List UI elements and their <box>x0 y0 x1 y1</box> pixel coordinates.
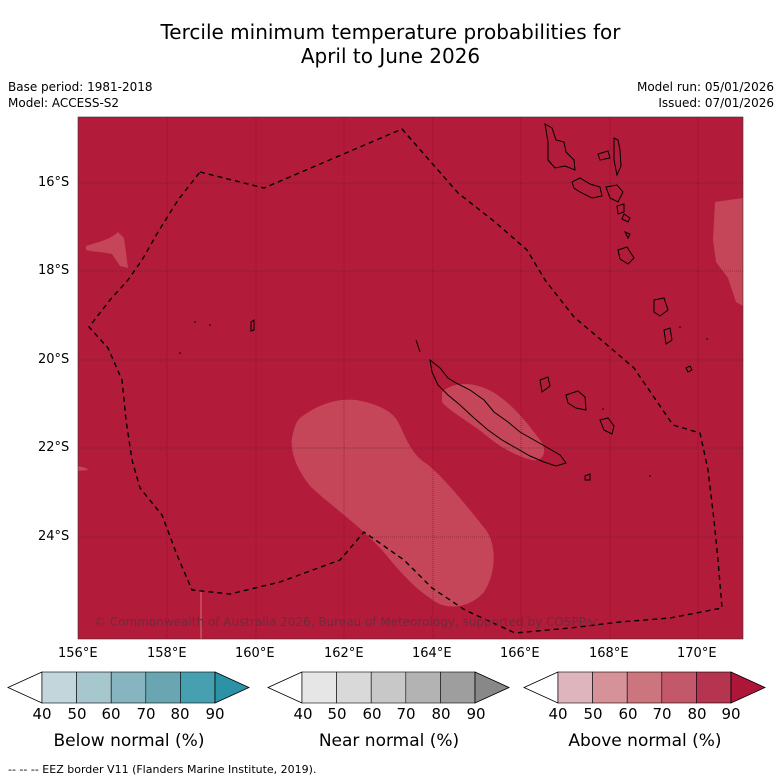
near-normal-label: Near normal (%) <box>318 731 460 751</box>
below-tick-80: 80 <box>170 705 190 723</box>
issued-date: Issued: 07/01/2026 <box>658 96 774 110</box>
near-tick-90: 90 <box>466 705 486 723</box>
probability-patch-west <box>86 232 128 268</box>
below-tick-70: 70 <box>136 705 156 723</box>
new-caledonia-coast <box>429 358 567 467</box>
below-colorbar-cell-60 <box>110 671 147 704</box>
lat-tick-16s: 16°S <box>38 175 70 190</box>
map-panel: © Commonwealth of Australia 2026, Bureau… <box>78 117 743 639</box>
below-colorbar-under <box>7 671 43 704</box>
above-tick-40: 40 <box>548 705 568 723</box>
below-tick-60: 60 <box>101 705 121 723</box>
lat-tick-22s: 22°S <box>38 440 70 455</box>
lat-tick-18s: 18°S <box>38 263 70 278</box>
lon-tick-166e: 166°E <box>500 646 540 661</box>
below-tick-90: 90 <box>205 705 225 723</box>
lon-tick-164e: 164°E <box>412 646 452 661</box>
near-colorbar-cell-50 <box>336 671 372 704</box>
above-colorbar-cell-70 <box>661 671 697 704</box>
near-tick-60: 60 <box>362 705 382 723</box>
lat-tick-24s: 24°S <box>38 529 70 544</box>
lon-tick-158e: 158°E <box>147 646 187 661</box>
above-colorbar-under <box>523 671 559 704</box>
near-colorbar-cell-40 <box>301 671 337 704</box>
near-tick-80: 80 <box>431 705 451 723</box>
near-tick-50: 50 <box>327 705 347 723</box>
below-colorbar-over <box>214 671 250 704</box>
probability-patch-south <box>291 399 494 607</box>
below-colorbar-cell-70 <box>145 671 181 704</box>
map-copyright: © Commonwealth of Australia 2026, Bureau… <box>94 615 599 629</box>
lon-tick-156e: 156°E <box>58 646 98 661</box>
lon-tick-160e: 160°E <box>235 646 275 661</box>
near-colorbar-cell-80 <box>440 671 476 704</box>
title-line-2: April to June 2026 <box>300 44 481 68</box>
below-colorbar-cell-80 <box>180 671 216 704</box>
above-tick-90: 90 <box>721 705 741 723</box>
vanuatu-coast <box>544 123 576 171</box>
small-islands <box>179 321 708 477</box>
above-colorbar-cell-40 <box>557 671 593 704</box>
below-colorbar-cell-40 <box>41 671 77 704</box>
lat-tick-20s: 20°S <box>38 352 70 367</box>
title-line-1: Tercile minimum temperature probabilitie… <box>160 20 621 44</box>
colorbars <box>7 671 766 704</box>
below-tick-50: 50 <box>67 705 87 723</box>
near-colorbar-cell-70 <box>405 671 441 704</box>
lon-tick-168e: 168°E <box>589 646 629 661</box>
near-tick-70: 70 <box>396 705 416 723</box>
probability-patch-new-caledonia <box>442 383 545 461</box>
above-tick-80: 80 <box>687 705 707 723</box>
map-frame <box>77 116 744 640</box>
below-normal-label: Below normal (%) <box>53 731 205 751</box>
lon-tick-162e: 162°E <box>324 646 364 661</box>
model-run: Model run: 05/01/2026 <box>636 80 774 94</box>
coastlines <box>250 123 693 481</box>
above-colorbar-over <box>730 671 766 704</box>
probability-patch-edge <box>78 466 88 471</box>
base-period: Base period: 1981-2018 <box>8 80 153 94</box>
above-tick-60: 60 <box>618 705 638 723</box>
probability-patch-east <box>713 198 743 306</box>
above-tick-50: 50 <box>583 705 603 723</box>
near-colorbar-under <box>267 671 303 704</box>
eez-border-legend: -- -- -- EEZ border V11 (Flanders Marine… <box>8 763 317 776</box>
above-colorbar-cell-80 <box>696 671 732 704</box>
above-colorbar-cell-60 <box>626 671 663 704</box>
model-name: Model: ACCESS-S2 <box>8 96 120 110</box>
above-tick-70: 70 <box>652 705 672 723</box>
above-colorbar-cell-50 <box>592 671 628 704</box>
near-tick-40: 40 <box>293 705 313 723</box>
eez-border <box>88 128 723 634</box>
below-colorbar-cell-50 <box>76 671 112 704</box>
below-tick-40: 40 <box>32 705 52 723</box>
lon-tick-170e: 170°E <box>677 646 717 661</box>
gridlines <box>78 117 743 639</box>
above-normal-label: Above normal (%) <box>568 731 722 751</box>
near-colorbar-over <box>474 671 510 704</box>
near-colorbar-cell-60 <box>370 671 407 704</box>
